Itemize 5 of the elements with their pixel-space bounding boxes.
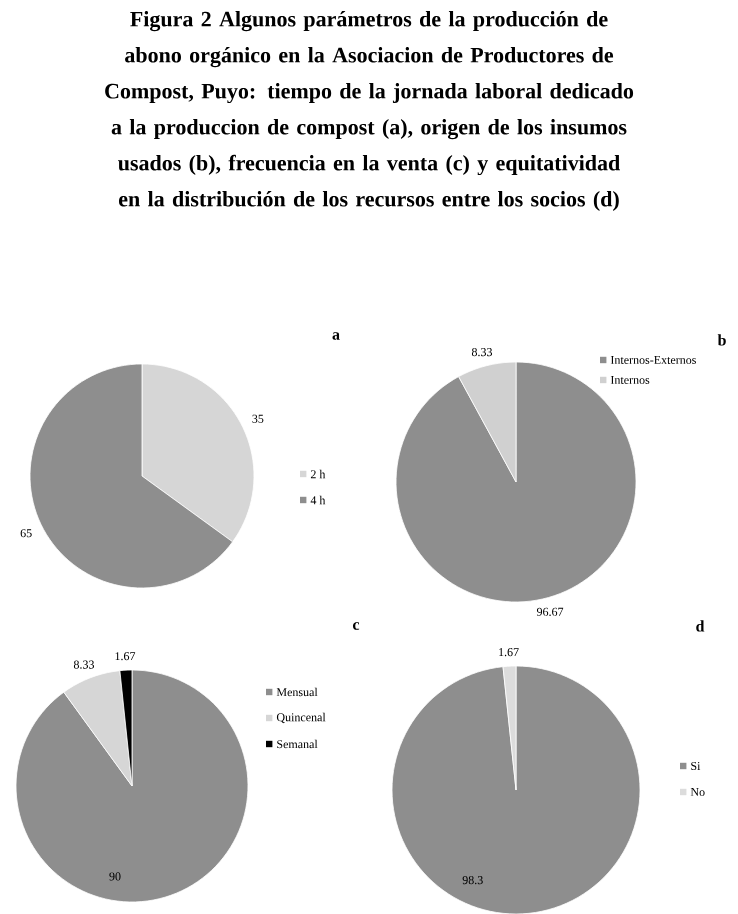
- text: Figura 2 Algunos parámetros de la producción de abono orgánico en la Asociacion de Productores de Compost, Puyo: tiempo de la jornada laboral dedicado a la produccion de compost (a), origen de los insumos usados (b), frecuencia en la venta (c) y equitatividad en la distribución de los recursos entre los socios (d): [105, 11, 634, 212]
- chart-title: a: [332, 332, 340, 340]
- chart-title: b: [717, 334, 726, 346]
- chart-title: c: [352, 622, 360, 630]
- chart-title: d: [696, 620, 705, 632]
